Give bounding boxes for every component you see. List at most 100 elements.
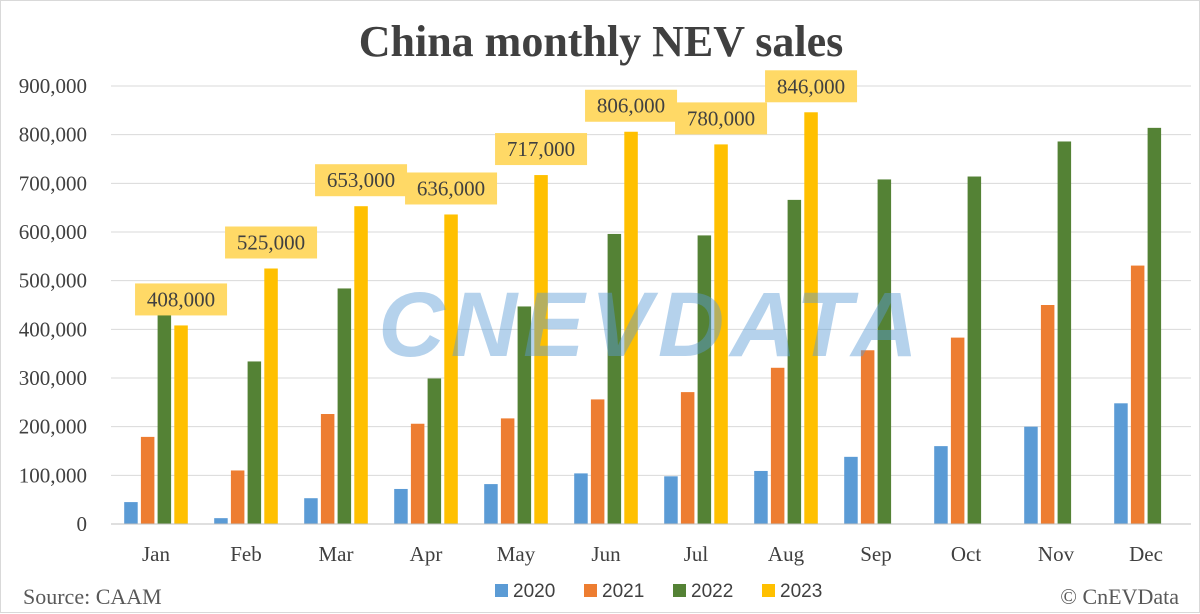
bar-2023-mar — [354, 206, 368, 524]
data-label-aug: 846,000 — [765, 70, 858, 103]
bar-2020-aug — [754, 470, 768, 524]
x-tick-label: Jan — [142, 542, 170, 566]
legend-label: 2022 — [691, 581, 733, 602]
data-label-box — [765, 70, 858, 103]
legend-swatch — [584, 584, 597, 597]
bar-2022-may — [517, 306, 532, 524]
legend-label: 2020 — [513, 581, 555, 602]
data-label-box — [585, 89, 678, 122]
data-label-box — [315, 164, 408, 197]
data-label-box — [405, 172, 498, 205]
y-tick-label: 500,000 — [19, 269, 87, 293]
legend-item-2023: 2023 — [762, 581, 822, 602]
bar-2021-jul — [680, 392, 695, 524]
bar-2023-jun — [624, 131, 638, 524]
bar-2022-jul — [697, 235, 712, 524]
legend-item-2021: 2021 — [584, 581, 644, 602]
data-label-mar: 653,000 — [315, 164, 408, 197]
bar-2020-dec — [1114, 403, 1128, 524]
x-axis-tick-labels: Jan Feb Mar Apr May Jun Jul Aug Sep Oct Nov Dec — [142, 542, 1163, 566]
bar-2023-jan — [174, 325, 188, 524]
watermark-logo: CNEVDATA — [378, 274, 923, 376]
x-tick-label: Jun — [591, 542, 621, 566]
x-tick-label: Nov — [1038, 542, 1075, 566]
bar-2023-feb — [264, 268, 278, 524]
y-axis-tick-labels: 0 100,000 200,000 300,000 400,000 500,000 600,… — [19, 74, 87, 536]
data-label-jul: 780,000 — [675, 102, 768, 135]
legend-label: 2021 — [602, 581, 644, 602]
bar-2022-aug — [787, 199, 802, 524]
bar-2021-feb — [230, 470, 245, 524]
bar-2020-may — [484, 484, 498, 524]
bar-2021-sep — [860, 350, 875, 524]
bar-2020-jul — [664, 476, 678, 524]
data-label-text: 806,000 — [597, 94, 665, 118]
bar-2021-jan — [140, 436, 155, 524]
bar-2020-feb — [214, 518, 228, 524]
y-tick-label: 0 — [77, 512, 88, 536]
bar-2022-nov — [1057, 141, 1072, 525]
bar-2022-apr — [427, 378, 442, 524]
data-label-text: 653,000 — [327, 168, 395, 192]
x-tick-label: Apr — [410, 542, 443, 566]
data-label-box — [495, 133, 588, 166]
bar-2020-apr — [394, 488, 408, 524]
y-tick-label: 800,000 — [19, 123, 87, 147]
bar-2021-apr — [410, 423, 425, 524]
bar-2022-jan — [157, 314, 172, 524]
data-label-jan: 408,000 — [135, 283, 228, 316]
x-tick-label: Dec — [1129, 542, 1163, 566]
legend-item-2022: 2022 — [673, 581, 733, 602]
data-label-text: 846,000 — [777, 74, 845, 98]
bar-2022-feb — [247, 361, 262, 524]
source-note: Source: CAAM — [23, 584, 162, 609]
legend-swatch — [762, 584, 775, 597]
legend-item-2020: 2020 — [495, 581, 555, 602]
legend: 2020 2021 2022 2023 — [495, 581, 822, 602]
data-label-text: 408,000 — [147, 287, 215, 311]
data-label-feb: 525,000 — [225, 226, 318, 259]
credit-note: © CnEVData — [1060, 584, 1179, 609]
y-tick-label: 700,000 — [19, 171, 87, 195]
data-label-may: 717,000 — [495, 133, 588, 166]
bar-2021-oct — [950, 337, 965, 524]
bar-2023-apr — [444, 214, 458, 525]
bar-2023-jul — [714, 144, 728, 524]
bar-2020-jun — [574, 473, 588, 524]
x-tick-label: Aug — [768, 542, 805, 566]
legend-label: 2023 — [780, 581, 822, 602]
bar-2020-sep — [844, 456, 858, 524]
bar-2022-sep — [877, 179, 892, 524]
bar-2021-dec — [1130, 265, 1145, 524]
y-tick-label: 100,000 — [19, 463, 87, 487]
bar-2020-mar — [304, 498, 318, 524]
bar-2023-aug — [804, 112, 818, 524]
y-tick-label: 900,000 — [19, 74, 87, 98]
bar-2021-aug — [770, 367, 785, 524]
bar-2022-jun — [607, 233, 622, 525]
bar-2022-mar — [337, 288, 352, 524]
x-tick-label: Oct — [951, 542, 981, 566]
bars — [124, 112, 1162, 525]
bar-2023-may — [534, 175, 548, 524]
data-label-box — [225, 226, 318, 259]
data-label-jun: 806,000 — [585, 89, 678, 122]
data-label-text: 780,000 — [687, 106, 755, 130]
bar-2021-jun — [590, 399, 605, 524]
data-label-text: 717,000 — [507, 137, 575, 161]
x-tick-label: May — [497, 542, 536, 566]
y-tick-label: 600,000 — [19, 220, 87, 244]
bar-2020-jan — [124, 502, 138, 524]
bar-2021-nov — [1040, 305, 1055, 524]
legend-swatch — [495, 584, 508, 597]
y-tick-label: 200,000 — [19, 415, 87, 439]
bar-2022-dec — [1147, 127, 1162, 524]
y-tick-label: 400,000 — [19, 317, 87, 341]
chart-title: China monthly NEV sales — [359, 17, 844, 66]
y-tick-label: 300,000 — [19, 366, 87, 390]
x-tick-label: Sep — [860, 542, 892, 566]
x-tick-label: Jul — [684, 542, 709, 566]
bar-2020-oct — [934, 446, 948, 524]
